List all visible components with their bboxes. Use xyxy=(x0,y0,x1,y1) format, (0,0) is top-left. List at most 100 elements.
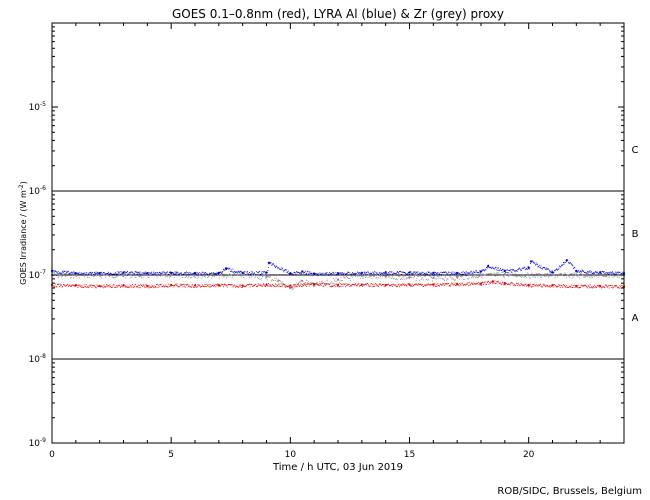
series-dot xyxy=(136,273,138,275)
series-dot xyxy=(454,285,456,287)
series-dot xyxy=(536,263,538,265)
series-dot xyxy=(418,276,419,278)
series-dot xyxy=(589,287,590,289)
series-dot xyxy=(444,272,446,274)
series-dot xyxy=(127,274,129,276)
series-dot xyxy=(496,281,498,283)
series-dot xyxy=(311,283,313,285)
series-dot xyxy=(608,271,610,273)
series-dot xyxy=(574,267,576,269)
series-dot xyxy=(205,273,207,275)
series-dot xyxy=(176,271,178,273)
series-dot xyxy=(535,272,537,274)
series-dot xyxy=(539,276,541,278)
series-dot xyxy=(525,283,527,285)
series-dot xyxy=(545,267,547,269)
series-dot xyxy=(182,275,184,277)
series-dot xyxy=(342,273,344,275)
series-dot xyxy=(511,282,513,284)
series-dot xyxy=(113,277,115,279)
series-dot xyxy=(303,285,304,286)
series-dot xyxy=(350,284,352,286)
series-dot xyxy=(338,286,340,288)
series-dot xyxy=(327,273,329,275)
series-dot xyxy=(479,272,481,274)
series-dot xyxy=(407,283,409,285)
series-dot xyxy=(467,278,469,279)
series-dot xyxy=(535,264,536,266)
series-dot xyxy=(273,264,275,266)
series-dot xyxy=(297,283,299,285)
series-dot xyxy=(352,284,354,286)
series-dot xyxy=(615,273,617,275)
series-dot xyxy=(606,285,608,287)
series-dot xyxy=(503,271,505,273)
series-dot xyxy=(607,272,609,274)
series-dot xyxy=(296,272,298,274)
series-dot xyxy=(306,271,308,273)
series-dot xyxy=(412,275,414,277)
y-tick-exponent: -8 xyxy=(40,353,46,360)
series-dot xyxy=(610,273,612,275)
series-dot xyxy=(104,274,106,275)
series-dot xyxy=(109,286,111,288)
series-dot xyxy=(292,273,294,275)
series-dot xyxy=(570,273,572,275)
series-dot xyxy=(178,286,180,288)
series-dot xyxy=(209,284,211,286)
series-dot xyxy=(70,277,72,279)
series-dot xyxy=(121,274,123,276)
series-dot xyxy=(222,286,224,288)
series-dot xyxy=(618,271,620,273)
series-dot xyxy=(408,283,410,285)
series-dot xyxy=(547,268,548,270)
series-dot xyxy=(599,273,601,275)
series-dot xyxy=(249,286,251,288)
series-dot xyxy=(513,275,515,277)
series-dot xyxy=(166,271,168,273)
series-dot xyxy=(595,271,597,273)
series-dot xyxy=(481,269,483,271)
series-dot xyxy=(313,274,315,276)
series-dot xyxy=(142,284,144,286)
series-dot xyxy=(331,285,333,287)
series-dot xyxy=(248,284,250,286)
series-dot xyxy=(183,273,185,275)
series-dot xyxy=(342,285,344,287)
series-dot xyxy=(181,277,183,279)
series-dot xyxy=(148,276,150,278)
series-dot xyxy=(470,283,472,285)
series-dot xyxy=(349,272,351,274)
series-dot xyxy=(194,285,196,287)
series-dot xyxy=(323,274,325,276)
series-dot xyxy=(522,284,524,285)
series-dot xyxy=(146,275,148,277)
series-dot xyxy=(438,277,440,279)
series-dot xyxy=(533,273,535,275)
series-dot xyxy=(547,284,548,286)
series-dot xyxy=(264,274,266,276)
series-dot xyxy=(310,283,311,285)
series-dot xyxy=(404,278,406,280)
series-dot xyxy=(179,273,181,275)
series-dot xyxy=(431,280,433,282)
series-dot xyxy=(565,259,567,261)
series-dot xyxy=(422,279,424,281)
series-dot xyxy=(551,275,553,277)
series-dot xyxy=(172,272,174,274)
series-dot xyxy=(564,272,566,274)
series-dot xyxy=(115,286,117,288)
series-dot xyxy=(133,286,135,288)
series-dot xyxy=(449,274,451,276)
series-dot xyxy=(178,275,180,277)
series-dot xyxy=(517,282,519,284)
series-dot xyxy=(131,271,133,273)
series-dot xyxy=(561,285,563,287)
series-dot xyxy=(543,275,545,277)
series-dot xyxy=(459,273,461,275)
series-dot xyxy=(185,284,187,286)
series-dot xyxy=(109,276,111,278)
series-dot xyxy=(519,285,521,287)
series-dot xyxy=(327,283,329,285)
series-dot xyxy=(530,277,531,279)
